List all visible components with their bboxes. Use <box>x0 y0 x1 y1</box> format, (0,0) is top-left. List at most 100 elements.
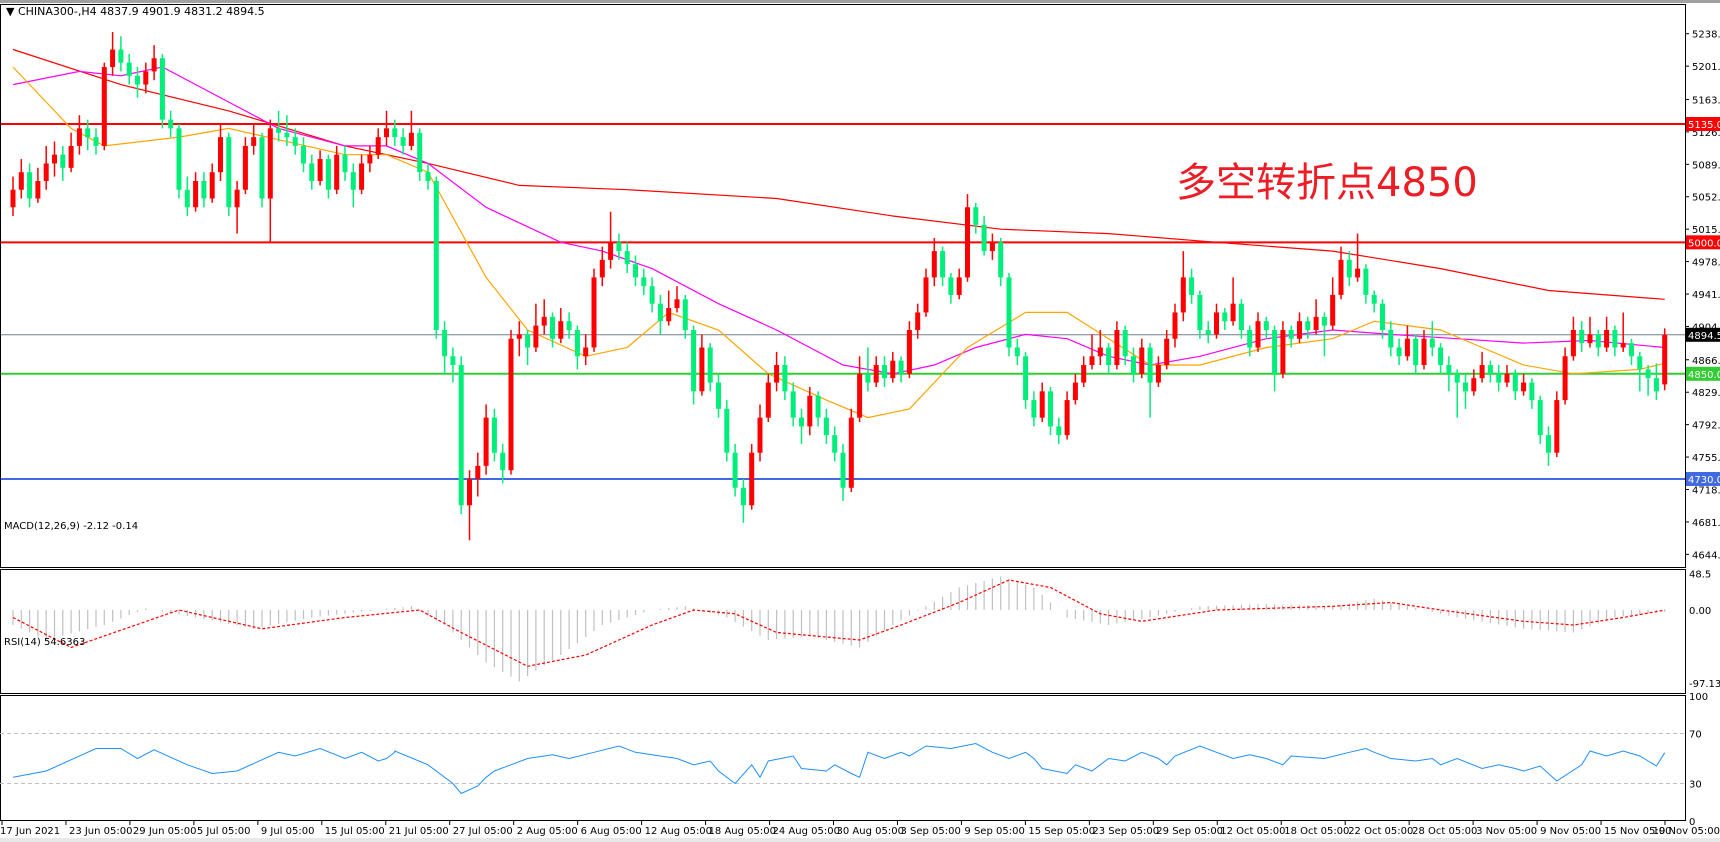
candle <box>1413 334 1419 374</box>
candle-body <box>707 347 713 383</box>
candle <box>732 443 738 497</box>
candle <box>1645 365 1651 396</box>
candle-body <box>1048 391 1053 427</box>
window-top-border <box>0 0 1720 3</box>
candle <box>1355 233 1361 282</box>
candle-body <box>1521 382 1527 392</box>
candle <box>1404 325 1410 361</box>
candle-body <box>699 347 705 392</box>
candle-body <box>1106 347 1112 366</box>
level-tag-bg <box>1686 471 1720 486</box>
x-tick-label: 15 Nov 05:00 <box>1604 826 1671 837</box>
rsi-tick-label: 30 <box>1689 780 1702 791</box>
candle-body <box>234 189 240 208</box>
candle-body <box>159 58 165 120</box>
candle-body <box>1529 382 1535 401</box>
rsi-tick-label: 100 <box>1689 692 1708 703</box>
candle <box>259 132 265 208</box>
candle-body <box>558 321 564 339</box>
ma-fast-line <box>12 66 1665 419</box>
candle-body <box>1139 347 1145 374</box>
candle <box>367 145 373 173</box>
candle <box>508 329 514 475</box>
candle-body <box>666 308 672 322</box>
candle-body <box>890 360 896 379</box>
candle <box>674 286 680 313</box>
candle <box>1438 343 1444 374</box>
candle-body <box>1355 268 1361 278</box>
candle-body <box>616 242 622 252</box>
y-tick-label: 4866.0 <box>1692 356 1720 367</box>
macd-tick-label: 48.5 <box>1689 570 1711 581</box>
candle-body <box>1562 356 1568 401</box>
candle-body <box>1297 321 1302 339</box>
candle-body <box>1512 373 1518 392</box>
candle-body <box>508 338 514 471</box>
candle-body <box>840 452 846 488</box>
candle <box>301 137 306 173</box>
candle <box>807 386 813 436</box>
candle-body <box>475 465 481 479</box>
candle <box>1346 251 1352 287</box>
candle-body <box>184 189 190 208</box>
candle <box>815 391 821 427</box>
x-tick-label: 23 Sep 05:00 <box>1092 826 1159 837</box>
level-tag-label: 4894.5 <box>1688 331 1720 342</box>
candle <box>1205 321 1211 344</box>
y-tick-label: 5163.0 <box>1692 95 1720 106</box>
candle-body <box>807 395 813 427</box>
candle-body <box>309 163 315 181</box>
candle <box>1454 369 1460 418</box>
candle <box>1313 299 1319 335</box>
candle-body <box>400 137 406 146</box>
candle-body <box>1222 312 1228 322</box>
candle-body <box>43 163 49 181</box>
candle-body <box>1189 277 1195 295</box>
level-tag-bg <box>1686 366 1720 381</box>
candle <box>1197 290 1203 339</box>
candle <box>799 408 804 444</box>
collapse-triangle-icon[interactable]: ▼ <box>6 5 15 18</box>
candle <box>1487 360 1493 383</box>
candle <box>1238 299 1244 339</box>
candle-body <box>1031 400 1037 418</box>
rsi-tick-label: 70 <box>1689 730 1702 741</box>
candle-body <box>1595 334 1601 348</box>
rsi-line <box>12 742 1666 795</box>
candle-body <box>1197 294 1203 330</box>
candle-body <box>1371 294 1377 304</box>
candle <box>525 329 531 366</box>
x-tick-label: 12 Oct 05:00 <box>1220 826 1285 837</box>
candle-body <box>450 356 456 366</box>
candle-body <box>52 154 57 164</box>
candle <box>1039 382 1045 423</box>
candle <box>865 347 871 392</box>
candle-body <box>873 365 879 383</box>
candle-body <box>1645 369 1651 379</box>
candle-body <box>359 163 365 190</box>
candle-body <box>1056 426 1062 436</box>
candle <box>973 202 979 234</box>
candle <box>18 159 24 199</box>
candle-body <box>350 172 356 190</box>
candle <box>657 294 663 335</box>
candle <box>1064 391 1070 440</box>
candle <box>699 334 705 396</box>
candle-body <box>1155 365 1161 383</box>
candle-body <box>591 277 597 348</box>
candle <box>491 408 497 462</box>
candle-body <box>1413 338 1419 366</box>
candle <box>76 115 82 155</box>
candle-body <box>682 299 688 330</box>
candle-body <box>301 145 306 164</box>
candle-body <box>408 132 414 146</box>
candle <box>583 334 589 366</box>
candle <box>533 303 539 352</box>
candle <box>1629 338 1634 366</box>
candle <box>1222 308 1228 330</box>
candle <box>633 255 638 287</box>
candle <box>1380 299 1385 339</box>
candle <box>1131 347 1136 383</box>
candle <box>989 233 995 260</box>
